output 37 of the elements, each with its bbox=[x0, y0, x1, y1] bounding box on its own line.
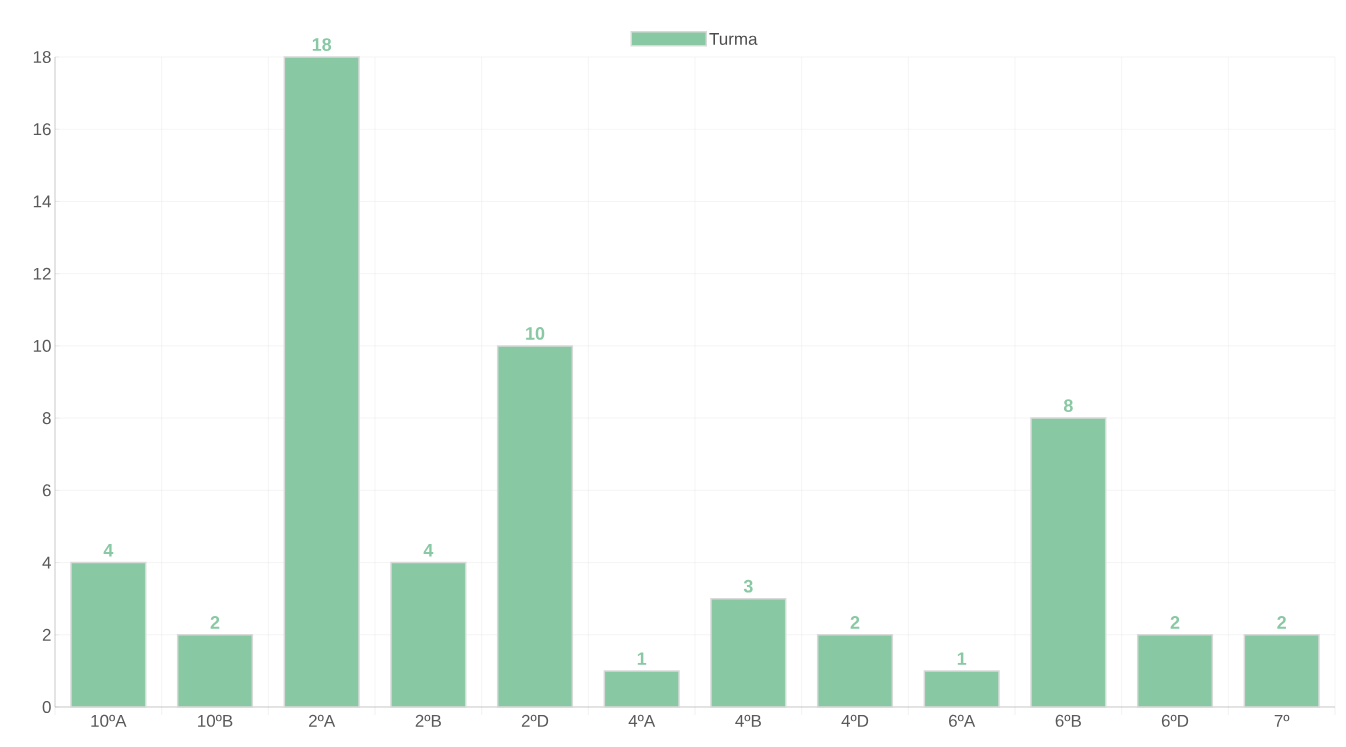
x-tick-label: 2ºD bbox=[521, 714, 549, 727]
y-tick-label: 2 bbox=[42, 628, 51, 641]
x-tick-label: 2ºB bbox=[415, 714, 441, 727]
x-tick-label: 2ºA bbox=[309, 714, 336, 727]
data-label: 4 bbox=[423, 544, 434, 557]
data-label: 1 bbox=[957, 652, 967, 665]
data-label: 2 bbox=[1170, 616, 1180, 629]
data-label: 18 bbox=[312, 38, 332, 51]
y-tick-label: 6 bbox=[42, 484, 51, 497]
data-label: 3 bbox=[743, 579, 753, 593]
y-tick-label: 4 bbox=[42, 556, 51, 569]
y-tick-label: 14 bbox=[33, 195, 51, 208]
data-label: 1 bbox=[637, 652, 647, 665]
data-label: 2 bbox=[850, 616, 860, 629]
y-tick-label: 18 bbox=[33, 50, 51, 64]
y-tick-label: 8 bbox=[42, 412, 51, 425]
x-tick-label: 10ºB bbox=[198, 714, 233, 727]
x-tick-label: 4ºD bbox=[841, 714, 869, 727]
y-tick-label: 10 bbox=[33, 339, 51, 352]
legend-label: Turma bbox=[709, 33, 758, 45]
x-tick-label: 6ºD bbox=[1161, 714, 1189, 727]
x-tick-label: 7º bbox=[1274, 714, 1290, 727]
data-label: 4 bbox=[103, 544, 114, 557]
x-tick-label: 10ºA bbox=[91, 714, 127, 727]
x-tick-label: 6ºA bbox=[949, 714, 976, 727]
data-label: 8 bbox=[1063, 399, 1073, 413]
y-tick-label: 0 bbox=[42, 700, 51, 714]
x-tick-label: 4ºA bbox=[628, 714, 656, 727]
data-label: 2 bbox=[210, 616, 220, 629]
data-label: 10 bbox=[526, 327, 545, 340]
y-tick-label: 12 bbox=[33, 267, 51, 280]
bar bbox=[923, 670, 1000, 708]
y-tick-label: 16 bbox=[33, 123, 51, 136]
x-tick-label: 4ºB bbox=[735, 714, 761, 727]
bar bbox=[603, 670, 680, 708]
data-label: 2 bbox=[1277, 616, 1286, 629]
x-tick-label: 6ºB bbox=[1055, 714, 1081, 727]
